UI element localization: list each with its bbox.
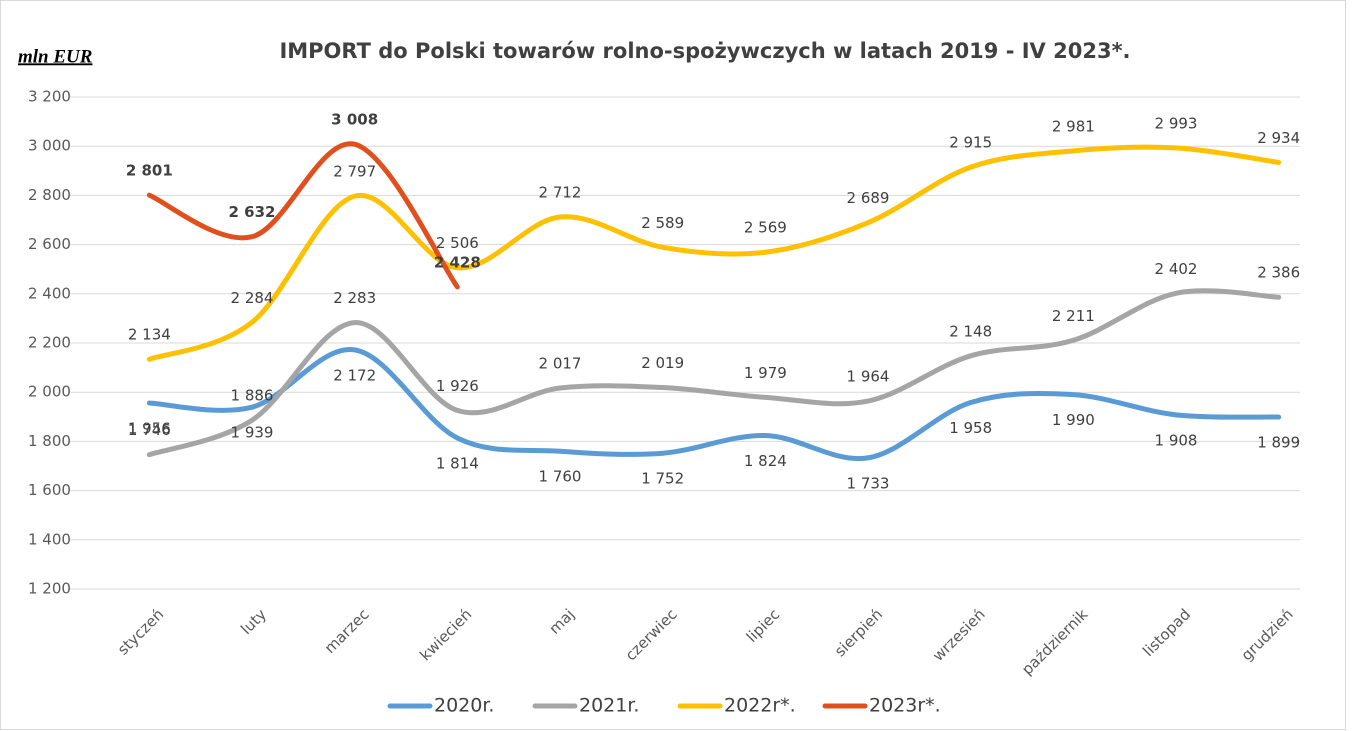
- chart-title: IMPORT do Polski towarów rolno-spożywczy…: [279, 39, 1130, 63]
- value-label: 2 211: [1052, 307, 1095, 325]
- value-label: 1 979: [744, 364, 787, 382]
- value-label: 3 008: [331, 111, 378, 129]
- value-label: 2 402: [1155, 260, 1198, 278]
- value-label: 1 746: [128, 421, 171, 439]
- y-tick-label: 1 600: [28, 481, 71, 499]
- value-label: 2 134: [128, 326, 171, 344]
- series-line: [146, 288, 1282, 458]
- legend-label: 2020r.: [434, 695, 494, 717]
- y-tick-label: 1 200: [28, 580, 71, 598]
- y-tick-label: 1 400: [28, 530, 71, 548]
- value-label: 2 506: [436, 234, 479, 252]
- value-label: 2 148: [949, 322, 992, 340]
- labels: 1 956 1 939 2 172 1 814 1 760 1 752 1 824 1 733…: [126, 111, 1300, 493]
- value-label: 2 993: [1155, 114, 1198, 132]
- legend-label: 2021r.: [579, 695, 639, 717]
- value-label: 1 964: [847, 368, 890, 386]
- value-label: 2 632: [229, 203, 276, 221]
- y-tick-label: 3 200: [28, 88, 71, 106]
- value-label: 1 899: [1257, 434, 1300, 452]
- value-label: 2 981: [1052, 117, 1095, 135]
- value-label: 2 589: [641, 214, 684, 232]
- value-label: 1 752: [641, 470, 684, 488]
- series-line: [146, 144, 1282, 362]
- value-label: 1 814: [436, 454, 479, 472]
- value-label: 2 801: [126, 162, 173, 180]
- y-tick-label: 1 800: [28, 432, 71, 450]
- y-axis-unit: mln EUR: [18, 46, 92, 67]
- legend-label: 2022r*.: [724, 695, 796, 717]
- value-label: 1 958: [949, 419, 992, 437]
- series-line: [146, 141, 460, 290]
- value-label: 2 689: [847, 189, 890, 207]
- y-tick-label: 2 000: [28, 383, 71, 401]
- value-label: 2 284: [231, 289, 274, 307]
- value-label: 1 926: [436, 377, 479, 395]
- value-label: 1 990: [1052, 411, 1095, 429]
- value-label: 1 824: [744, 452, 787, 470]
- lines: [146, 141, 1282, 462]
- value-label: 2 017: [539, 355, 582, 373]
- value-label: 1 908: [1155, 431, 1198, 449]
- value-label: 2 934: [1257, 129, 1300, 147]
- value-label: 1 886: [231, 387, 274, 405]
- value-label: 2 172: [333, 366, 376, 384]
- series-line: [146, 347, 1282, 462]
- value-label: 2 712: [539, 184, 582, 202]
- y-tick-label: 2 600: [28, 235, 71, 253]
- value-label: 2 386: [1257, 264, 1300, 282]
- value-label: 2 915: [949, 134, 992, 152]
- value-label: 1 760: [539, 468, 582, 486]
- y-tick-label: 2 200: [28, 334, 71, 352]
- value-label: 2 569: [744, 219, 787, 237]
- value-label: 1 733: [847, 474, 890, 492]
- legend-label: 2023r*.: [869, 695, 941, 717]
- value-label: 2 428: [434, 253, 481, 271]
- y-tick-label: 3 000: [28, 137, 71, 155]
- value-label: 2 019: [641, 354, 684, 372]
- value-label: 2 797: [333, 163, 376, 181]
- y-tick-label: 2 400: [28, 284, 71, 302]
- y-tick-label: 2 800: [28, 186, 71, 204]
- value-label: 2 283: [333, 289, 376, 307]
- value-label: 1 939: [231, 424, 274, 442]
- value-label: 1 956: [128, 420, 171, 438]
